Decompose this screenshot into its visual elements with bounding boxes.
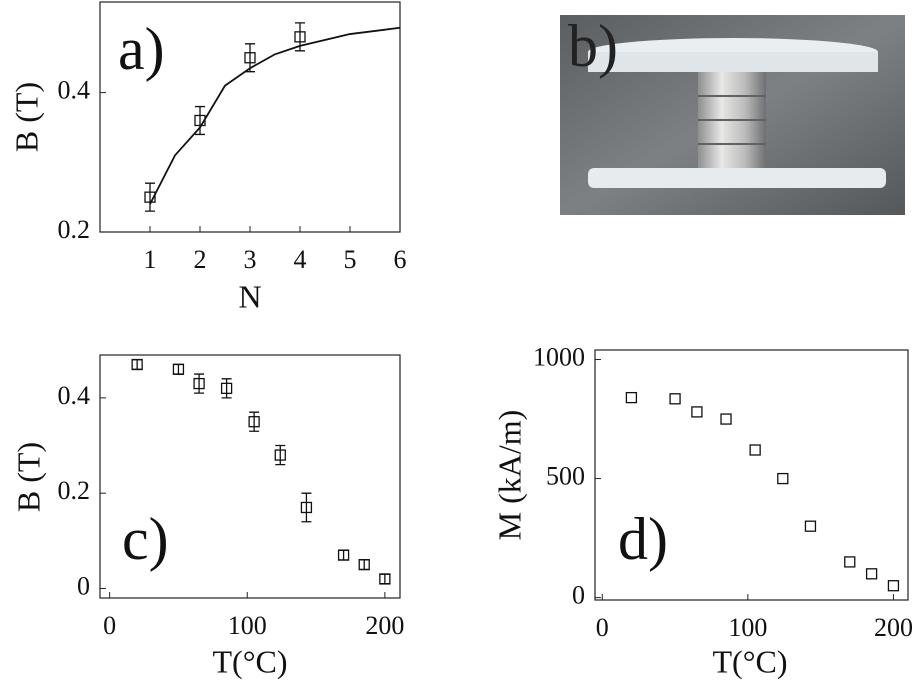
error-bar [132,359,143,370]
marker [625,391,638,404]
y-tick-label: 500 [546,462,585,491]
marker [379,573,391,585]
marker [337,549,350,561]
error-bar [245,43,255,73]
x-tick-label: 3 [244,245,257,274]
x-tick-label: 100 [728,613,767,642]
x-tick-label: 200 [365,611,404,640]
error-bar [379,573,390,585]
marker [294,31,306,43]
photo: b) [560,13,905,215]
marker [669,393,681,405]
x-tick-label: 100 [228,611,267,640]
panel-label: c) [122,506,169,572]
marker [172,363,185,375]
panel-label: d) [618,506,668,572]
marker [358,558,370,571]
y-tick-label: 0.4 [58,76,91,105]
x-axis-label: T(°C) [213,643,288,679]
marker [300,501,313,514]
marker [248,416,260,428]
marker [691,406,703,418]
y-tick-label: 0 [77,571,90,600]
y-tick-label: 0.2 [58,215,91,244]
x-tick-label: 4 [294,245,307,274]
marker [777,472,789,485]
error-bar [173,363,184,375]
x-tick-label: 2 [194,245,207,274]
y-axis-label: B (T) [8,82,44,152]
marker [131,358,143,371]
x-tick-label: 200 [874,613,913,642]
error-bar [195,105,205,136]
x-tick-label: 6 [394,245,407,274]
marker [244,52,256,64]
y-tick-label: 0.2 [58,476,91,505]
y-tick-label: 0.4 [58,381,91,410]
axes-box [594,349,909,601]
bottom-disc [588,168,886,188]
axes-box [99,354,401,599]
marker [804,520,817,532]
error-bar [194,373,205,394]
error-bar [359,559,370,571]
x-tick-label: 5 [344,245,357,274]
x-tick-label: 0 [103,611,116,640]
x-axis-label: N [238,278,261,314]
marker [865,568,878,580]
marker [749,444,761,456]
x-tick-label: 1 [144,245,157,274]
x-axis-label: T(°C) [713,643,788,679]
marker [220,382,233,395]
error-bar [145,182,155,212]
marker [720,413,732,425]
error-bar [301,492,312,523]
marker [887,580,900,592]
error-bar [275,444,286,466]
panel-label: a) [118,16,165,82]
marker [274,449,286,461]
x-tick-label: 0 [596,613,609,642]
y-axis-label: B (T) [10,442,46,512]
error-bar [338,549,349,561]
panel-label: b) [568,13,618,79]
error-bar [221,378,232,399]
marker [844,556,856,568]
model-line [149,26,401,205]
y-axis-label: M (kA/m) [491,410,527,541]
y-tick-label: 0 [572,581,585,610]
marker [193,377,205,390]
top-disc-edge [588,52,878,72]
error-bar [249,411,260,432]
y-tick-label: 1000 [533,342,585,371]
